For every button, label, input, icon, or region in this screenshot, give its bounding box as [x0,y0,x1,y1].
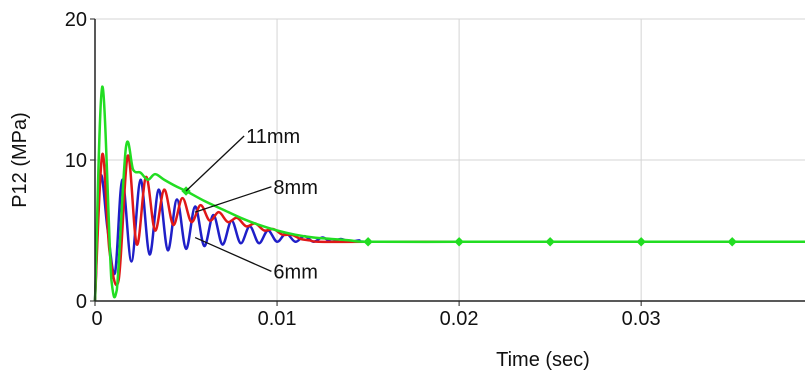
series-marker-11mm [454,237,464,247]
x-tick-label: 0 [91,308,102,330]
x-tick-label: 0.01 [258,308,297,330]
y-axis-label: P12 (MPa) [9,112,31,208]
grid-lines [95,18,805,301]
annotations: 11mm 8mm 6mm [185,126,318,283]
series-marker-11mm [727,237,737,247]
annotation-label-11mm: 11mm [246,126,300,148]
series-line-11mm [93,85,805,302]
annotation-label-8mm: 8mm [273,177,317,199]
x-axis-label: Time (sec) [496,349,590,371]
series-marker-11mm [545,237,555,247]
y-tick-label: 10 [65,150,87,172]
annotation-leader-8mm [194,186,272,213]
series-layer [93,85,805,302]
series-line-8mm [93,153,805,302]
annotation-leader-11mm [185,135,245,192]
x-tick-label: 0.03 [622,308,661,330]
annotation-leader-6mm [194,236,272,272]
y-tick-label: 0 [76,291,87,313]
x-tick-label: 0.02 [440,308,479,330]
y-tick-label: 20 [65,9,87,31]
series-marker-11mm [636,237,646,247]
series-line-6mm [93,173,805,302]
tick-labels: 0 0.01 0.02 0.03 0 10 20 [65,9,661,330]
series-marker-11mm [363,237,373,247]
annotation-label-6mm: 6mm [273,261,317,283]
axes [90,18,805,306]
